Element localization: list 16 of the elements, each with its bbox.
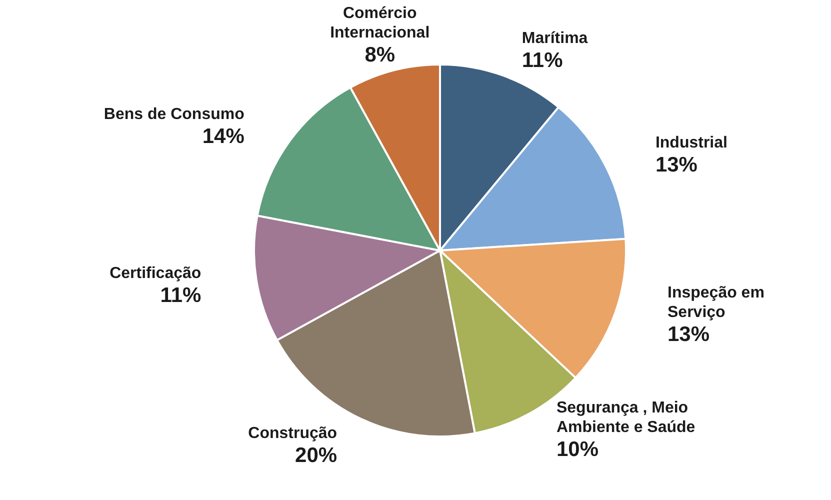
slice-label: Construção [248,425,338,442]
data-label: 11% [160,284,202,307]
data-label: 11% [522,49,564,72]
slice-label: Comércio Internacional [330,4,430,42]
data-label: 8% [364,43,396,66]
data-label: 20% [295,444,338,468]
slice-label: Inspeção em Serviço [668,284,764,321]
slice-label: Segurança , Meio Ambiente e Saúde [556,399,696,436]
data-label: 13% [668,322,710,346]
slice-label: Certificação [110,264,202,282]
slice-label: Marítima [522,30,588,48]
slice-label: Industrial [655,134,728,152]
data-label: 13% [655,153,698,176]
data-label: 14% [202,124,245,148]
data-label: 10% [556,438,599,461]
slice-label: Bens de Consumo [104,106,245,123]
